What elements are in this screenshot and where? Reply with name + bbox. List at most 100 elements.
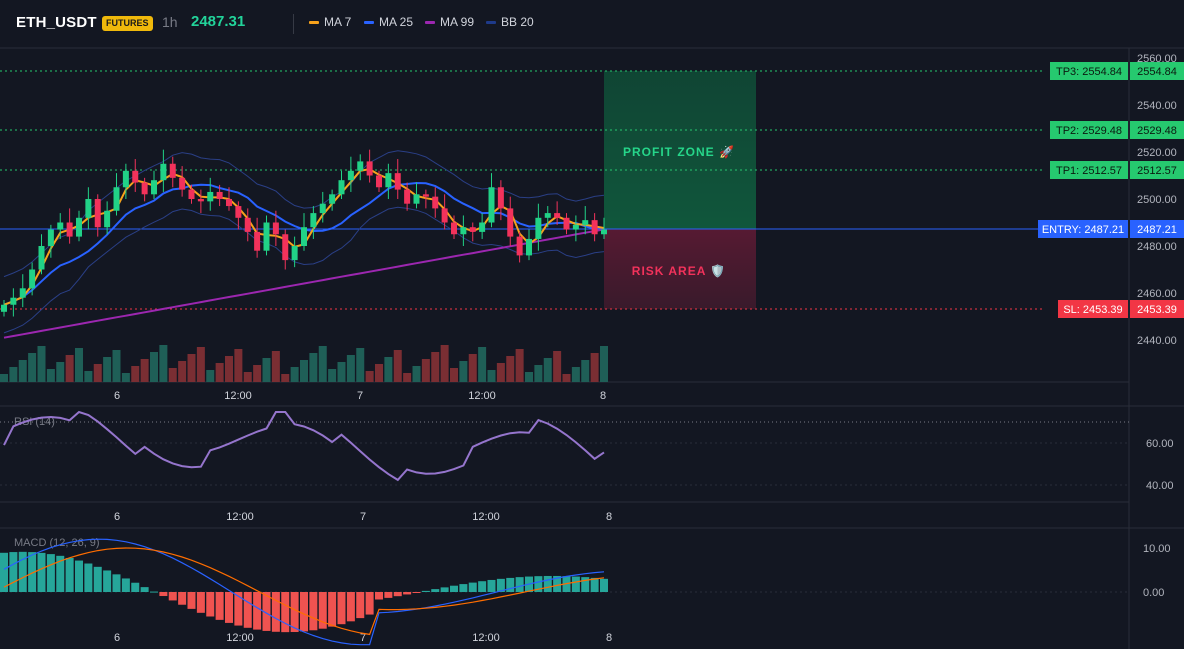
macd-line bbox=[3, 538, 605, 646]
macd-histogram-bar bbox=[168, 592, 177, 601]
macd-histogram-bar bbox=[431, 589, 440, 592]
bb-upper-line bbox=[3, 150, 605, 278]
tp2-tag[interactable]: TP2: 2529.48 bbox=[1050, 121, 1128, 139]
candle-body bbox=[422, 194, 429, 197]
macd-histogram-bar bbox=[581, 577, 590, 592]
entry-tag[interactable]: ENTRY: 2487.21 bbox=[1038, 220, 1128, 238]
volume-bar bbox=[525, 372, 533, 382]
tp1-tag[interactable]: TP1: 2512.57 bbox=[1050, 161, 1128, 179]
ma99-line bbox=[3, 228, 605, 339]
volume-bar bbox=[271, 351, 280, 382]
volume-bar bbox=[206, 370, 215, 382]
volume-bar bbox=[112, 350, 121, 382]
price-axis[interactable]: 2560.00 2540.00 2520.00 2500.00 2480.00 … bbox=[1130, 53, 1184, 347]
candle-body bbox=[188, 189, 195, 199]
sl-axis-label: 2453.39 bbox=[1137, 304, 1177, 316]
bb20-swatch-icon bbox=[486, 20, 496, 24]
tp3-tag-text: TP3: 2554.84 bbox=[1056, 66, 1122, 78]
volume-bar bbox=[487, 370, 496, 382]
legend-ma99[interactable]: MA 99 bbox=[425, 15, 474, 29]
legend-ma7[interactable]: MA 7 bbox=[309, 15, 351, 29]
tp3-tag[interactable]: TP3: 2554.84 bbox=[1050, 62, 1128, 80]
macd-histogram-bar bbox=[140, 587, 149, 592]
price-tick: 2460.00 bbox=[1137, 288, 1177, 300]
candle-body bbox=[104, 210, 111, 228]
macd-histogram-bar bbox=[37, 552, 46, 592]
macd-histogram-bar bbox=[187, 592, 196, 609]
candle-body bbox=[460, 227, 467, 235]
time-tick: 6 bbox=[114, 511, 120, 523]
macd-histogram-bar bbox=[346, 592, 355, 622]
tp3-axis-label: 2554.84 bbox=[1137, 66, 1177, 78]
time-tick: 6 bbox=[114, 632, 120, 644]
candle-body bbox=[244, 217, 251, 232]
macd-histogram-bar bbox=[468, 582, 477, 592]
candle-body bbox=[301, 227, 307, 246]
header-divider bbox=[293, 14, 294, 34]
volume-bar bbox=[168, 368, 177, 382]
macd-histogram-bar bbox=[253, 592, 262, 630]
symbol-title[interactable]: ETH_USDT bbox=[16, 14, 97, 31]
candle-body bbox=[282, 234, 289, 261]
macd-histogram-bar bbox=[225, 592, 233, 623]
volume-bar bbox=[28, 353, 37, 382]
volume-bar bbox=[337, 362, 346, 382]
macd-histogram-bar bbox=[506, 577, 515, 592]
volume-bar bbox=[375, 364, 383, 382]
volume-bar bbox=[300, 360, 308, 382]
candle-body bbox=[441, 208, 448, 223]
candle-body bbox=[385, 173, 392, 188]
legend-bb20[interactable]: BB 20 bbox=[486, 15, 534, 29]
macd-histogram-bar bbox=[121, 578, 130, 592]
macd-histogram-bar bbox=[487, 579, 496, 592]
volume-bar bbox=[534, 365, 543, 382]
macd-histogram-bar bbox=[103, 570, 112, 592]
tp1-tag-text: TP1: 2512.57 bbox=[1056, 165, 1122, 177]
macd-histogram-bar bbox=[590, 577, 599, 592]
time-tick: 7 bbox=[360, 632, 366, 644]
macd-histogram-bar bbox=[356, 592, 365, 619]
time-tick: 12:00 bbox=[224, 390, 252, 402]
sl-tag[interactable]: SL: 2453.39 bbox=[1058, 300, 1128, 318]
volume-bar bbox=[84, 371, 93, 382]
macd-histogram-bar bbox=[196, 592, 205, 613]
macd-histogram-bar bbox=[9, 552, 18, 592]
volume-bar bbox=[0, 374, 8, 382]
candle-body bbox=[376, 175, 382, 188]
volume-bar bbox=[478, 347, 487, 382]
risk-zone[interactable] bbox=[604, 229, 756, 309]
time-tick: 12:00 bbox=[472, 511, 500, 523]
volume-bar bbox=[196, 347, 205, 382]
volume-bar bbox=[600, 346, 608, 382]
candle-body bbox=[432, 196, 439, 209]
volume-bar bbox=[581, 360, 590, 382]
macd-histogram-bar bbox=[65, 557, 74, 592]
rsi-label: RSI (14) bbox=[14, 416, 55, 428]
candle-body bbox=[254, 231, 261, 251]
candle-body bbox=[94, 199, 101, 228]
main-time-axis[interactable]: 6 12:00 7 12:00 8 bbox=[114, 390, 606, 402]
macd-histogram-bar bbox=[553, 575, 562, 592]
rsi-time-axis: 6 12:00 7 12:00 8 bbox=[114, 511, 612, 523]
volume-bar bbox=[262, 358, 271, 382]
legend-ma7-label: MA 7 bbox=[324, 15, 352, 29]
macd-histogram-bar bbox=[318, 592, 327, 629]
macd-histogram-bar bbox=[131, 582, 140, 592]
macd-histogram-bar bbox=[440, 587, 449, 592]
candle-body bbox=[235, 206, 242, 218]
legend-ma25[interactable]: MA 25 bbox=[364, 15, 413, 29]
candle-body bbox=[113, 187, 120, 211]
entry-tag-text: ENTRY: 2487.21 bbox=[1042, 224, 1124, 236]
profit-zone[interactable] bbox=[604, 71, 756, 229]
candle-body bbox=[29, 269, 36, 289]
macd-histogram-bar bbox=[309, 592, 318, 631]
volume-bar bbox=[234, 349, 243, 382]
timeframe-label[interactable]: 1h bbox=[162, 14, 178, 30]
sl-tag-text: SL: 2453.39 bbox=[1063, 304, 1122, 316]
candle-body bbox=[526, 238, 532, 256]
volume-bar bbox=[103, 357, 112, 382]
time-tick: 12:00 bbox=[226, 511, 254, 523]
macd-histogram-bar bbox=[384, 592, 393, 598]
time-tick: 12:00 bbox=[468, 390, 496, 402]
